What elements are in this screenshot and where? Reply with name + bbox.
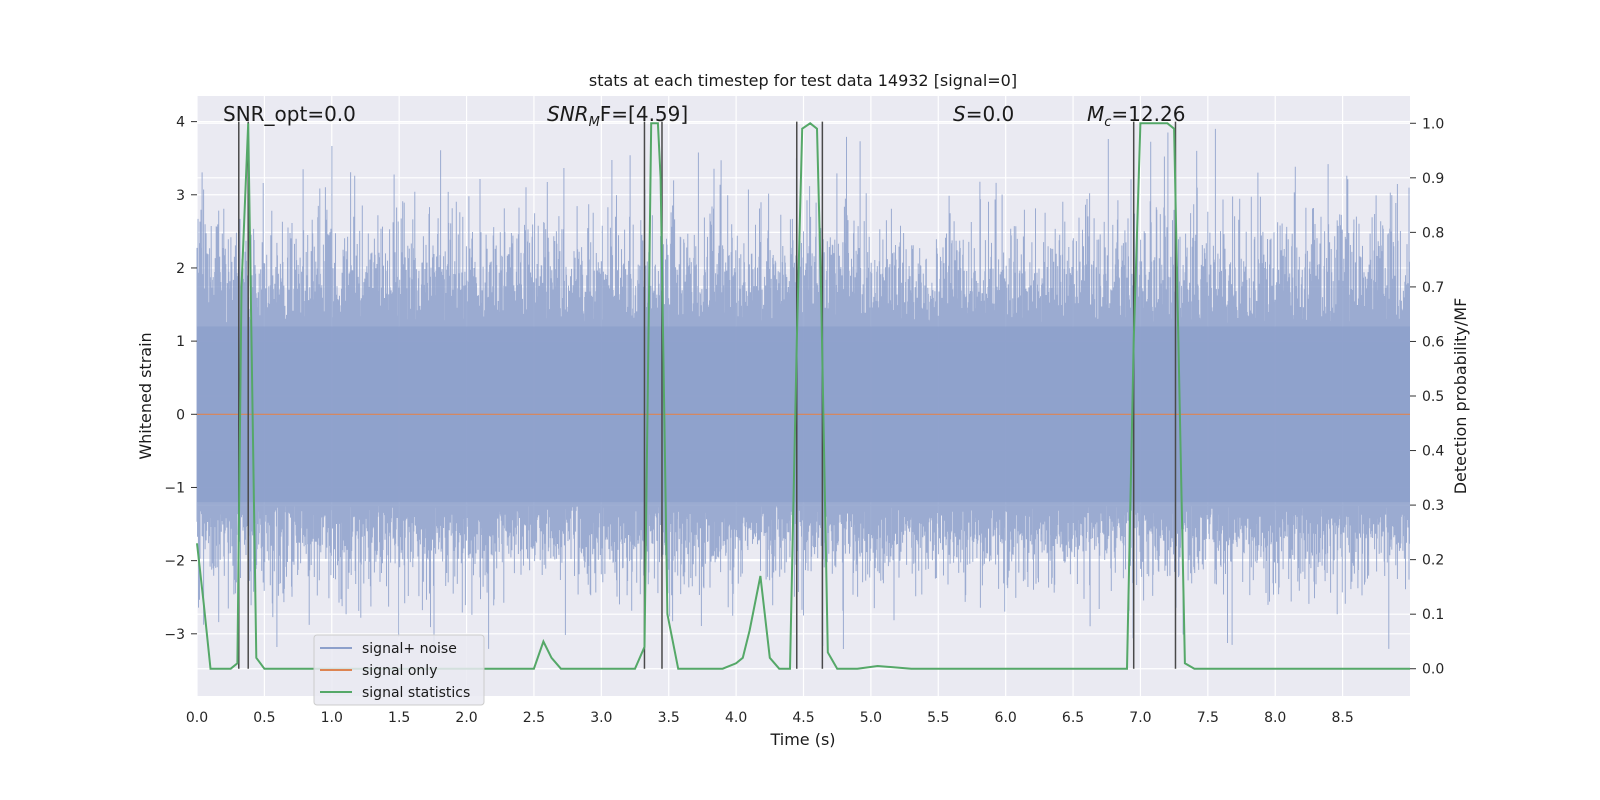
annotation-mc-value: =12.26 — [1111, 102, 1185, 126]
x-axis-ticks: 0.0 0.5 1.0 1.5 2.0 2.5 3.0 3.5 4.0 4.5 5.0 5.5 6.0 6… — [186, 710, 1354, 726]
y-right-tick-label-7: 0.3 — [1422, 498, 1444, 514]
y-right-tick-label-4: 0.6 — [1422, 334, 1444, 350]
y-left-tick-label-3: 1 — [176, 334, 185, 350]
x-tick-label-11: 5.5 — [927, 710, 949, 726]
legend-box — [313, 634, 485, 706]
annotation-snr-mf: SNRMF=[4.59] — [547, 102, 688, 130]
y-left-tick-label-1: 3 — [176, 188, 185, 204]
y-right-tick-label-2: 0.8 — [1422, 225, 1444, 241]
x-tick-label-10: 5.0 — [860, 710, 882, 726]
legend: signal+ noise signal only signal statist… — [313, 634, 485, 706]
legend-label-signal-noise: signal+ noise — [362, 641, 457, 657]
x-tick-label-6: 3.0 — [590, 710, 612, 726]
annotation-snr-mf-tail: F=[4.59] — [600, 102, 688, 126]
x-tick-label-12: 6.0 — [995, 710, 1017, 726]
annotation-snr-mf-main: SNR — [547, 102, 589, 126]
y-right-tick-label-1: 0.9 — [1422, 171, 1444, 187]
y-right-tick-label-8: 0.2 — [1422, 553, 1444, 569]
chart-title: stats at each timestep for test data 149… — [589, 71, 1017, 90]
annotation-snr-opt: SNR_opt=0.0 — [223, 102, 356, 126]
y-left-tick-label-0: 4 — [176, 115, 185, 131]
x-tick-label-3: 1.5 — [388, 710, 410, 726]
annotation-s-value: =0.0 — [966, 102, 1015, 126]
y-right-tick-label-3: 0.7 — [1422, 280, 1444, 296]
y-left-tick-label-6: −2 — [164, 554, 185, 570]
y-axis-right-label: Detection probability/MF — [1451, 298, 1470, 495]
annotation-mc: Mc=12.26 — [1087, 102, 1185, 130]
x-tick-label-13: 6.5 — [1062, 710, 1084, 726]
y-right-tick-label-9: 0.1 — [1422, 607, 1444, 623]
x-tick-label-8: 4.0 — [725, 710, 747, 726]
y-right-tick-label-5: 0.5 — [1422, 389, 1444, 405]
x-tick-label-7: 3.5 — [658, 710, 680, 726]
y-axis-right-ticks: 1.0 0.9 0.8 0.7 0.6 0.5 0.4 0.3 0.2 0.1 0.0 — [1410, 116, 1444, 678]
y-axis-left-ticks: 4 3 2 1 0 −1 −2 −3 — [164, 115, 197, 643]
x-tick-label-4: 2.0 — [455, 710, 477, 726]
annotation-mc-main: M — [1087, 102, 1104, 126]
signal-statistics-line — [196, 122, 1410, 670]
y-right-tick-label-10: 0.0 — [1422, 662, 1444, 678]
y-left-tick-label-4: 0 — [176, 407, 185, 423]
y-axis-left-label: Whitened strain — [136, 332, 155, 459]
annotation-mc-sub: c — [1104, 115, 1111, 130]
x-tick-label-15: 7.5 — [1197, 710, 1219, 726]
x-tick-label-17: 8.5 — [1331, 710, 1353, 726]
x-axis-label: Time (s) — [769, 730, 835, 749]
annotation-snr-mf-sub: M — [589, 115, 600, 130]
x-tick-label-0: 0.0 — [186, 710, 208, 726]
y-right-tick-label-6: 0.4 — [1422, 444, 1444, 460]
x-tick-label-9: 4.5 — [792, 710, 814, 726]
legend-label-signal-statistics: signal statistics — [362, 685, 470, 701]
x-tick-label-2: 1.0 — [321, 710, 343, 726]
x-tick-label-14: 7.0 — [1129, 710, 1151, 726]
annotation-s: S=0.0 — [953, 102, 1014, 126]
y-left-tick-label-7: −3 — [164, 627, 185, 643]
x-tick-label-1: 0.5 — [253, 710, 275, 726]
x-tick-label-5: 2.5 — [523, 710, 545, 726]
annotation-s-main: S — [953, 102, 966, 126]
y-right-tick-label-0: 1.0 — [1422, 116, 1444, 132]
y-left-tick-label-5: −1 — [164, 480, 185, 496]
legend-label-signal-only: signal only — [362, 663, 437, 679]
y-left-tick-label-2: 2 — [176, 261, 185, 277]
x-tick-label-16: 8.0 — [1264, 710, 1286, 726]
